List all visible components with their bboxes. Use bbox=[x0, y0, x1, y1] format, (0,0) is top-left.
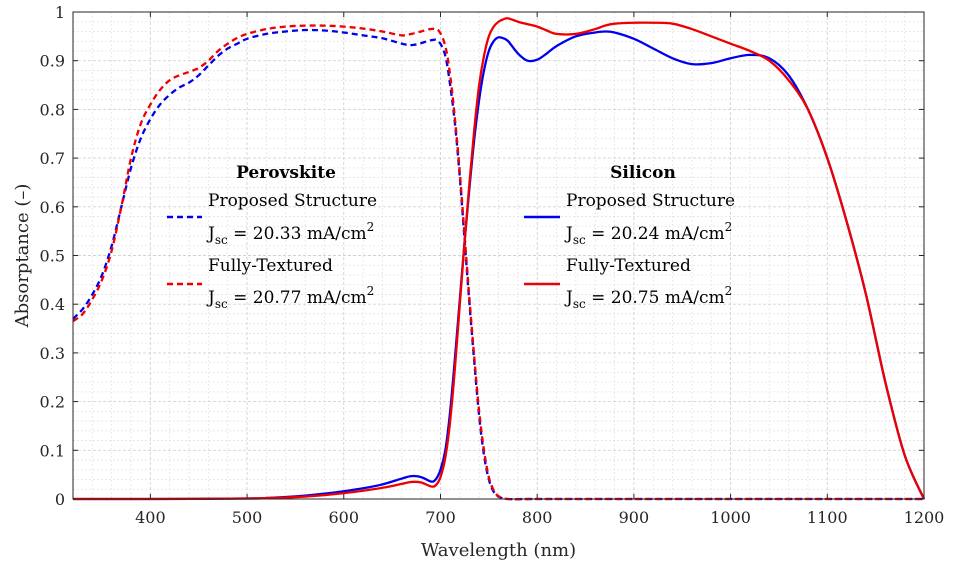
series-line-perovskite-fully-textured bbox=[72, 24, 924, 501]
y-tick-label: 0.2 bbox=[40, 393, 65, 412]
legend-silicon: Silicon Proposed Structure Jsc = 20.24 m… bbox=[524, 163, 735, 311]
series-layer bbox=[72, 17, 926, 501]
y-tick-label: 0.8 bbox=[40, 100, 65, 119]
y-tick-label: 0.1 bbox=[40, 441, 65, 460]
legend-silicon-textured-label: Fully-Textured bbox=[566, 256, 691, 276]
legend-perovskite-title: Perovskite bbox=[236, 163, 336, 183]
ticks-layer: 400 500 600 700 800 900 1000 1100 1200 0 0.1 0.2 0.3… bbox=[40, 3, 945, 527]
legend-perovskite-textured-label: Fully-Textured bbox=[208, 256, 333, 276]
legend-silicon-textured-jsc: Jsc = 20.75 mA/cm2 bbox=[564, 284, 732, 311]
y-tick-label: 0.5 bbox=[40, 247, 65, 266]
y-tick-label: 0.9 bbox=[40, 52, 65, 71]
legend-silicon-title: Silicon bbox=[610, 163, 676, 183]
y-tick-label: 0.4 bbox=[40, 295, 65, 314]
x-tick-label: 1000 bbox=[710, 508, 751, 527]
y-tick-label: 0.6 bbox=[40, 198, 65, 217]
y-tick-label: 1 bbox=[55, 3, 65, 22]
x-tick-label: 600 bbox=[328, 508, 359, 527]
legend-perovskite: Perovskite Proposed Structure Jsc = 20.3… bbox=[167, 163, 377, 311]
x-tick-label: 1100 bbox=[807, 508, 848, 527]
x-tick-label: 1200 bbox=[904, 508, 945, 527]
x-tick-label: 500 bbox=[232, 508, 263, 527]
legend-silicon-proposed-label: Proposed Structure bbox=[566, 191, 735, 211]
y-tick-label: 0.7 bbox=[40, 149, 65, 168]
x-tick-label: 900 bbox=[619, 508, 650, 527]
legend-perovskite-textured-jsc: Jsc = 20.77 mA/cm2 bbox=[206, 284, 374, 311]
legend-perovskite-proposed-label: Proposed Structure bbox=[208, 191, 377, 211]
series-line-silicon-proposed-structure bbox=[72, 30, 926, 501]
x-axis-label: Wavelength (nm) bbox=[421, 540, 576, 561]
x-tick-label: 800 bbox=[522, 508, 553, 527]
x-tick-label: 700 bbox=[425, 508, 456, 527]
y-tick-label: 0.3 bbox=[40, 344, 65, 363]
x-tick-label: 400 bbox=[135, 508, 166, 527]
y-axis-label: Absorptance (–) bbox=[12, 184, 33, 329]
minor-grid bbox=[72, 12, 924, 499]
series-line-silicon-fully-textured bbox=[72, 17, 926, 501]
legend-perovskite-proposed-jsc: Jsc = 20.33 mA/cm2 bbox=[206, 220, 374, 247]
legend-silicon-proposed-jsc: Jsc = 20.24 mA/cm2 bbox=[564, 220, 732, 247]
y-tick-label: 0 bbox=[55, 490, 65, 509]
